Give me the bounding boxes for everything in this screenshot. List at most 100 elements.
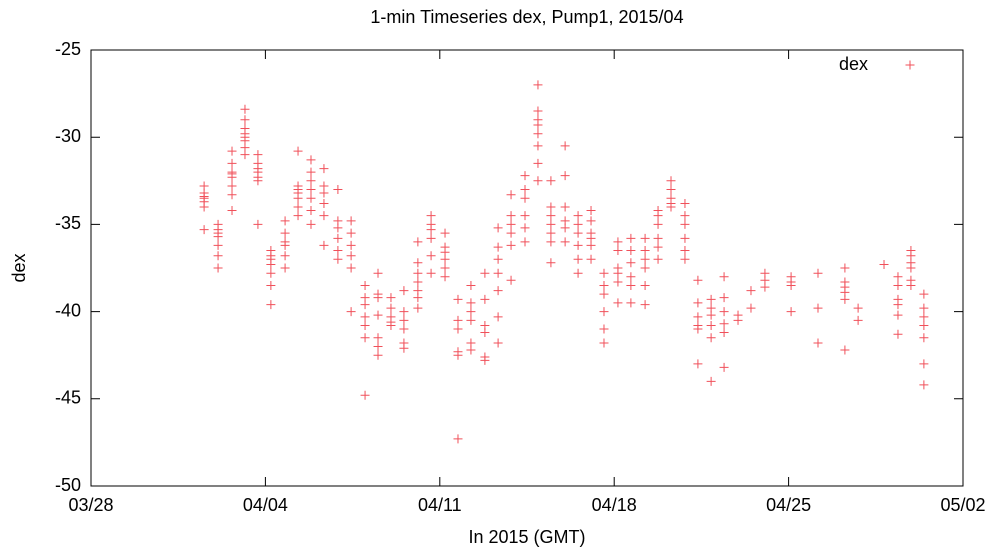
point — [560, 202, 570, 212]
point — [573, 240, 583, 250]
point — [506, 228, 516, 238]
point — [506, 219, 516, 229]
point — [399, 315, 409, 325]
point — [399, 343, 409, 353]
point — [426, 225, 436, 235]
point — [893, 280, 903, 290]
point — [266, 280, 276, 290]
point — [853, 315, 863, 325]
point — [413, 293, 423, 303]
point — [453, 294, 463, 304]
point — [520, 211, 530, 221]
point — [493, 268, 503, 278]
point — [760, 282, 770, 292]
x-axis-label: In 2015 (GMT) — [468, 527, 585, 547]
point — [453, 434, 463, 444]
point — [640, 263, 650, 273]
point — [493, 312, 503, 322]
point — [319, 211, 329, 221]
point — [493, 223, 503, 233]
point — [573, 228, 583, 238]
point — [506, 275, 516, 285]
point — [333, 233, 343, 243]
point — [440, 228, 450, 238]
point — [520, 223, 530, 233]
point — [240, 104, 250, 114]
point — [293, 146, 303, 156]
point — [560, 237, 570, 247]
point — [306, 176, 316, 186]
point — [813, 268, 823, 278]
point — [280, 228, 290, 238]
point — [426, 211, 436, 221]
point — [453, 324, 463, 334]
point — [280, 251, 290, 261]
point — [399, 307, 409, 317]
point — [360, 390, 370, 400]
point — [199, 202, 209, 212]
point — [919, 321, 929, 331]
point — [493, 242, 503, 252]
point — [626, 298, 636, 308]
point — [599, 268, 609, 278]
point — [919, 303, 929, 313]
point — [253, 176, 263, 186]
point — [293, 185, 303, 195]
point — [840, 294, 850, 304]
point — [306, 185, 316, 195]
point — [560, 223, 570, 233]
point — [466, 280, 476, 290]
y-tick-label: -50 — [55, 475, 81, 495]
point — [653, 233, 663, 243]
point — [613, 277, 623, 287]
point — [599, 338, 609, 348]
point — [413, 303, 423, 313]
point — [386, 321, 396, 331]
point — [693, 359, 703, 369]
point — [293, 193, 303, 203]
point — [719, 319, 729, 329]
point — [413, 277, 423, 287]
point — [480, 294, 490, 304]
point — [706, 376, 716, 386]
point — [719, 293, 729, 303]
point — [306, 167, 316, 177]
point — [413, 237, 423, 247]
point — [280, 216, 290, 226]
point — [626, 233, 636, 243]
point — [413, 268, 423, 278]
point — [480, 352, 490, 362]
point — [786, 280, 796, 290]
point — [306, 219, 316, 229]
point — [719, 328, 729, 338]
point — [573, 219, 583, 229]
point — [333, 246, 343, 256]
point — [213, 251, 223, 261]
point — [680, 246, 690, 256]
x-tick-label: 04/11 — [418, 495, 462, 515]
point — [706, 321, 716, 331]
plot-frame — [90, 49, 964, 487]
point — [666, 176, 676, 186]
point — [560, 141, 570, 151]
point — [626, 246, 636, 256]
point — [546, 219, 556, 229]
point — [919, 289, 929, 299]
point — [680, 211, 690, 221]
point — [360, 312, 370, 322]
point — [560, 171, 570, 181]
point — [706, 333, 716, 343]
point — [693, 324, 703, 334]
point — [227, 158, 237, 168]
point — [399, 324, 409, 334]
point — [240, 115, 250, 125]
point — [440, 263, 450, 273]
point — [546, 228, 556, 238]
point — [333, 223, 343, 233]
point — [680, 233, 690, 243]
point — [266, 300, 276, 310]
x-tick-label: 04/04 — [243, 495, 288, 515]
point — [653, 211, 663, 221]
point — [599, 280, 609, 290]
point — [399, 286, 409, 296]
